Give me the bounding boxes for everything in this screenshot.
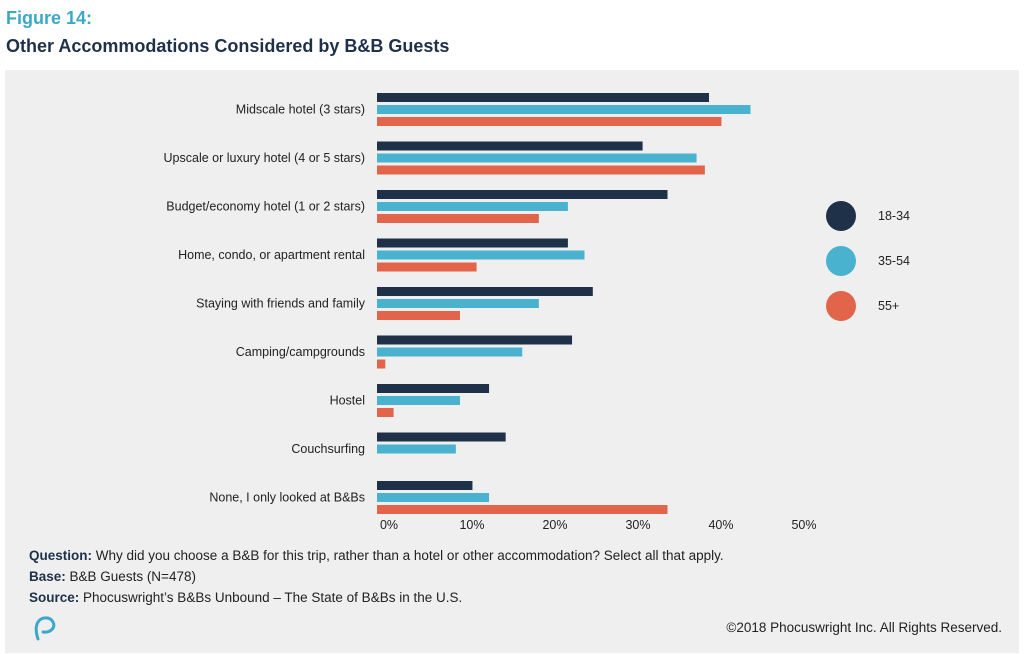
question-note: Question: Why did you choose a B&B for t… — [29, 548, 724, 563]
bar-55+ — [377, 165, 705, 175]
category-label: Home, condo, or apartment rental — [178, 248, 365, 262]
phocuswright-logo-icon — [34, 616, 56, 641]
category-label: Staying with friends and family — [196, 297, 366, 311]
category-label: Midscale hotel (3 stars) — [236, 103, 365, 117]
bar-18-34 — [377, 190, 668, 199]
bar-35-54 — [377, 444, 456, 454]
bar-55+ — [377, 505, 668, 514]
category-label: Hostel — [330, 394, 365, 408]
chart-notes: Question: Why did you choose a B&B for t… — [29, 545, 724, 608]
legend-label: 55+ — [878, 299, 899, 313]
category-label: Camping/campgrounds — [236, 345, 365, 359]
category-label: Budget/economy hotel (1 or 2 stars) — [166, 200, 365, 214]
category-label: Upscale or luxury hotel (4 or 5 stars) — [164, 151, 365, 165]
bar-35-54 — [377, 153, 697, 163]
legend: 18-34 35-54 55+ — [826, 201, 910, 321]
bar-18-34 — [377, 93, 709, 102]
bar-35-54 — [377, 347, 523, 357]
x-tick-label: 0% — [380, 518, 398, 532]
bar-18-34 — [377, 141, 643, 151]
bar-35-54 — [377, 105, 751, 114]
bar-35-54 — [377, 250, 585, 260]
x-tick-label: 40% — [708, 518, 733, 532]
bar-18-34 — [377, 287, 593, 296]
legend-swatch — [826, 201, 856, 231]
bars — [377, 93, 751, 514]
base-note: Base: B&B Guests (N=478) — [29, 569, 196, 584]
bar-35-54 — [377, 299, 539, 308]
legend-label: 18-34 — [878, 209, 910, 223]
bar-35-54 — [377, 202, 568, 211]
x-tick-label: 10% — [459, 518, 484, 532]
bar-chart: Midscale hotel (3 stars) Upscale or luxur… — [164, 93, 910, 532]
figure-label: Figure 14: — [6, 8, 93, 28]
legend-swatch — [826, 246, 856, 276]
chart-title: Other Accommodations Considered by B&B G… — [6, 36, 450, 56]
bar-18-34 — [377, 238, 568, 248]
chart-panel: Midscale hotel (3 stars) Upscale or luxur… — [5, 70, 1019, 653]
x-tick-label: 50% — [791, 518, 816, 532]
bar-55+ — [377, 262, 477, 272]
bar-18-34 — [377, 384, 490, 393]
x-axis-ticks: 0% 10% 20% 30% 40% 50% — [380, 518, 817, 532]
bar-18-34 — [377, 481, 473, 490]
bar-55+ — [377, 214, 539, 223]
category-labels: Midscale hotel (3 stars) Upscale or luxur… — [164, 103, 366, 505]
bar-55+ — [377, 117, 722, 126]
bar-35-54 — [377, 493, 490, 502]
legend-label: 35-54 — [878, 254, 910, 268]
x-tick-label: 20% — [542, 518, 567, 532]
bar-55+ — [377, 359, 386, 369]
bar-55+ — [377, 311, 460, 320]
legend-swatch — [826, 291, 856, 321]
x-tick-label: 30% — [625, 518, 650, 532]
bar-18-34 — [377, 335, 573, 345]
copyright: ©2018 Phocuswright Inc. All Rights Reser… — [726, 620, 1002, 635]
bar-55+ — [377, 408, 394, 417]
source-note: Source: Phocuswright’s B&Bs Unbound – Th… — [29, 590, 463, 605]
bar-35-54 — [377, 396, 460, 405]
bar-18-34 — [377, 432, 506, 442]
category-label: None, I only looked at B&Bs — [209, 491, 365, 505]
category-label: Couchsurfing — [291, 442, 365, 456]
